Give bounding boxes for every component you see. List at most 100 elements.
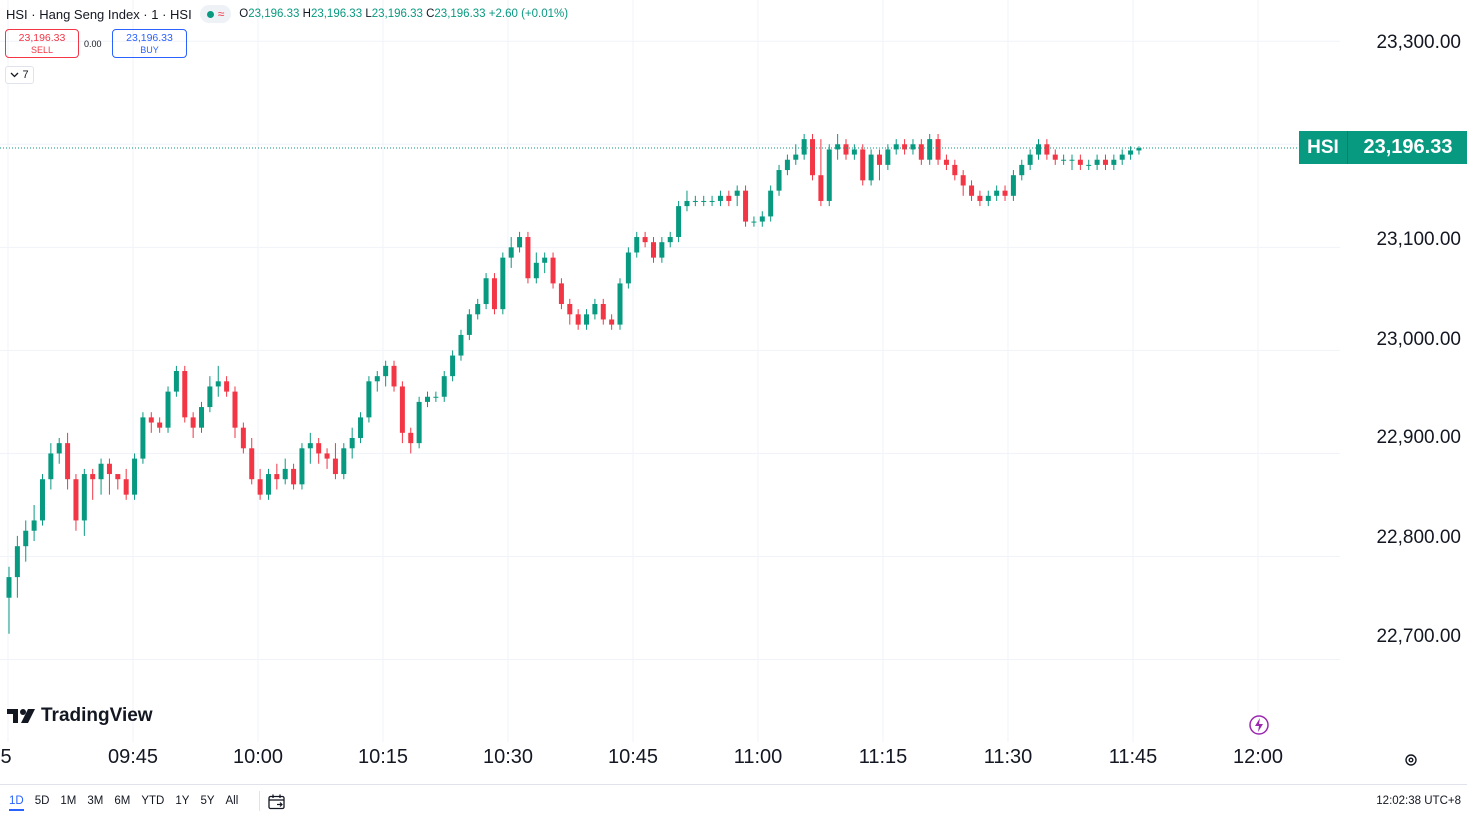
candle-body [307,443,313,449]
candle-body [106,463,112,475]
candle-body [140,417,146,459]
candle-body [491,278,497,310]
calendar-range-icon[interactable] [268,794,286,810]
symbol-legend: HSI · Hang Seng Index · 1 · HSI ≈ O23,19… [6,5,568,23]
candle-body [349,437,355,449]
candle-body [584,314,590,325]
candle-body [793,154,799,160]
candle-body [1052,154,1058,160]
range-ytd-button[interactable]: YTD [141,795,165,807]
candle-body [399,386,405,433]
candle-body [893,144,899,150]
time-axis-label: 11:00 [733,746,783,768]
candle-body [366,381,372,418]
candle-body [14,546,20,578]
candle-body [876,154,882,165]
candle-body [952,164,958,176]
candle-body [868,154,874,181]
candle-body [851,149,857,155]
bolt-icon[interactable] [1248,714,1270,736]
settings-icon[interactable] [1403,752,1419,768]
symbol-title[interactable]: HSI · Hang Seng Index · 1 · HSI [6,6,192,22]
candle-body [1102,159,1108,165]
time-axis-label: 09:45 [107,746,159,768]
candle-body [1002,190,1008,196]
candle-body [935,139,941,160]
range-1y-button[interactable]: 1Y [175,795,190,807]
candle-body [182,371,188,418]
candle-body [776,170,782,191]
spread-value: 0.00 [84,39,102,49]
clock[interactable]: 12:02:38 UTC+8 [1376,795,1461,807]
candle-body [1027,154,1033,165]
candle-body [31,520,37,531]
candle-body [98,463,104,480]
candle-body [341,448,347,475]
candle-body [592,304,598,315]
price-chart[interactable] [0,0,1467,790]
tradingview-logo-icon [7,709,35,723]
candle-body [617,283,623,325]
candle-body [717,195,723,201]
candle-body [634,237,640,253]
candle-body [508,247,514,258]
candle-body [768,190,774,217]
range-all-button[interactable]: All [225,795,239,807]
sell-label: SELL [30,45,54,55]
range-6m-button[interactable]: 6M [114,795,131,807]
candle-body [843,144,849,155]
candle-body [416,401,422,444]
candle-body [918,144,924,160]
time-axis-label: 10:00 [232,746,284,768]
candle-body [500,257,506,310]
sell-price: 23,196.33 [18,32,66,44]
candle-body [65,443,71,480]
candle-body [483,278,489,305]
candle-body [885,149,891,165]
candle-body [1128,150,1134,155]
candle-body [1036,144,1042,155]
range-selector: 1D 5D 1M 3M 6M YTD 1Y 5Y All [9,795,238,811]
candle-body [943,159,949,165]
candle-body [224,381,230,392]
candle-body [90,474,96,480]
candle-body [692,200,698,202]
range-1m-button[interactable]: 1M [60,795,77,807]
candle-body [232,391,238,428]
candle-body [642,237,648,243]
candle-body [977,195,983,201]
candle-body [433,396,439,398]
candle-body [667,237,673,243]
candle-body [265,474,271,495]
candle-body [784,159,790,171]
candle-body [550,257,556,284]
candle-body [425,396,430,402]
range-3m-button[interactable]: 3M [87,795,104,807]
range-1d-button[interactable]: 1D [9,795,24,811]
time-axis-label: 12:00 [1232,746,1284,768]
candle-body [458,334,464,356]
candle-body [316,443,322,454]
candle-body [734,190,740,196]
price-axis-label: 22,700.00 [1376,626,1461,647]
bottom-toolbar: 1D 5D 1M 3M 6M YTD 1Y 5Y All 12:02:38 UT… [0,784,1467,818]
buy-button[interactable]: 23,196.33 BUY [112,29,187,58]
sell-button[interactable]: 23,196.33 SELL [5,29,79,58]
candle-body [676,206,682,238]
range-5y-button[interactable]: 5Y [200,795,215,807]
candle-body [374,376,380,382]
range-5d-button[interactable]: 5D [34,795,50,807]
candle-body [533,262,539,279]
market-status-pill[interactable]: ≈ [199,5,232,23]
indicators-toggle-button[interactable]: 7 [5,66,34,84]
candle-body [6,577,12,598]
candle-body [408,432,414,444]
candle-body [1136,148,1142,151]
candle-body [207,386,213,408]
time-axis-label: 10:30 [482,746,534,768]
candle-body [73,479,79,521]
tradingview-logo[interactable]: TradingView [7,705,153,727]
candle-body [215,381,221,387]
candle-body [199,407,205,428]
candle-body [450,355,456,377]
